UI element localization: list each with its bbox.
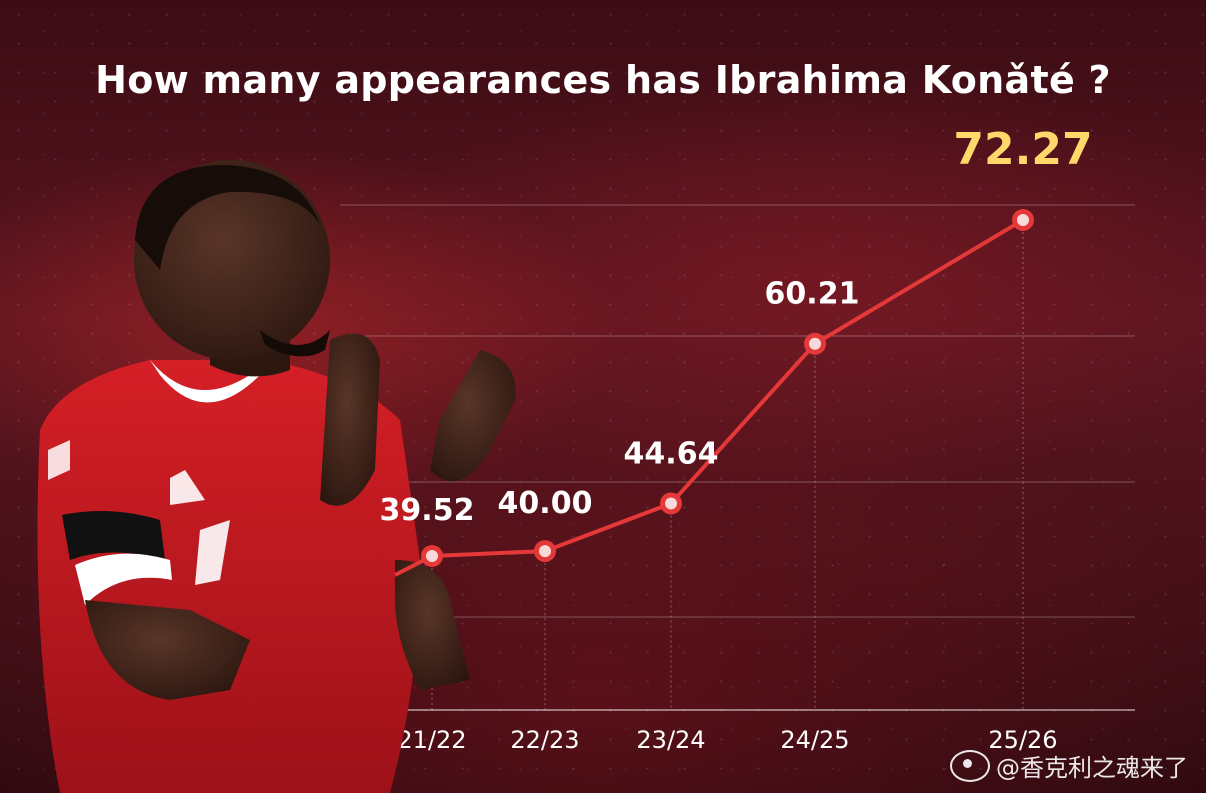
data-point (426, 550, 438, 562)
data-label: 72.27 (953, 124, 1092, 175)
data-label: 40.00 (498, 486, 593, 521)
weibo-icon (950, 749, 990, 782)
data-point (539, 545, 551, 558)
watermark: @香克利之魂来了 (950, 748, 1188, 783)
x-tick-label: 22/23 (510, 726, 579, 754)
data-point (665, 497, 677, 510)
x-tick-label: 24/25 (780, 726, 849, 754)
data-point (809, 337, 821, 350)
chart-title: How many appearances has Ibrahima Konǎté… (95, 58, 1111, 102)
data-label: 39.52 (380, 493, 475, 528)
x-tick-label: 21/22 (397, 726, 466, 754)
x-tick-label: 25/26 (988, 726, 1057, 754)
watermark-text: @香克利之魂来了 (996, 754, 1188, 782)
player-photo (37, 160, 516, 793)
x-tick-label: 23/24 (636, 726, 705, 754)
data-point (1017, 214, 1029, 226)
data-label: 60.21 (765, 277, 860, 312)
data-label: 44.64 (624, 436, 719, 471)
